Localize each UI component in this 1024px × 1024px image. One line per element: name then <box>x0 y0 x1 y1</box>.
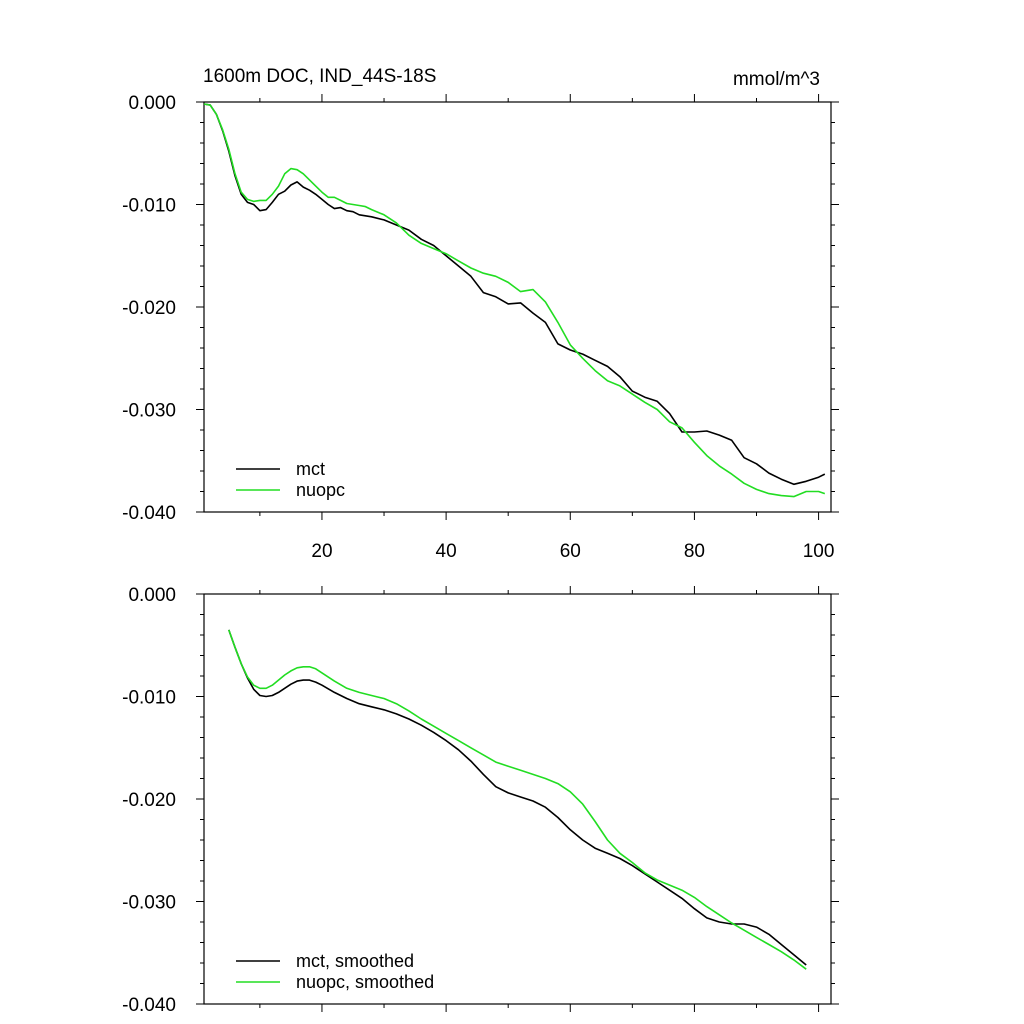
plot-frame <box>203 593 832 1005</box>
legend-label: nuopc, smoothed <box>296 972 434 992</box>
y-tick-label: -0.030 <box>122 893 176 914</box>
series-line-nuopc <box>203 103 826 498</box>
y-tick-label: -0.040 <box>122 995 176 1016</box>
x-tick-label: 40 <box>436 541 457 562</box>
y-tick-label: -0.020 <box>122 790 176 811</box>
plot-frame <box>203 101 832 513</box>
bottom-axes: 0.000 -0.010 -0.020 -0.030 -0.040 <box>122 585 839 1016</box>
y-tick-label: -0.030 <box>122 401 176 422</box>
units-label: mmol/m^3 <box>733 69 820 90</box>
legend-label: nuopc <box>296 480 345 500</box>
legend-label: mct, smoothed <box>296 951 414 971</box>
chart-title: 1600m DOC, IND_44S-18S <box>203 66 436 87</box>
y-tick-label: -0.010 <box>122 196 176 217</box>
y-tick-label: -0.040 <box>122 503 176 524</box>
top-series <box>203 103 826 498</box>
series-line-mct-smoothed <box>228 629 807 966</box>
x-tick-label: 80 <box>684 541 705 562</box>
y-tick-label: -0.020 <box>122 298 176 319</box>
y-tick-label: -0.010 <box>122 688 176 709</box>
x-tick-label: 20 <box>311 541 332 562</box>
y-tick-label: 0.000 <box>128 585 176 606</box>
bottom-panel: 0.000 -0.010 -0.020 -0.030 -0.040 mct, smoot… <box>122 585 839 1016</box>
legend-label: mct <box>296 459 325 479</box>
series-line-mct <box>203 103 826 486</box>
y-tick-label: 0.000 <box>128 93 176 114</box>
top-panel: 1600m DOC, IND_44S-18S mmol/m^3 0.000 -0.… <box>122 66 839 562</box>
series-line-nuopc-smoothed <box>228 629 807 970</box>
x-tick-label: 60 <box>560 541 581 562</box>
bottom-series <box>228 629 807 970</box>
x-tick-label: 100 <box>803 541 835 562</box>
top-axes: 0.000 -0.010 -0.020 -0.030 -0.040 20 40 60 80 100 <box>122 93 839 562</box>
